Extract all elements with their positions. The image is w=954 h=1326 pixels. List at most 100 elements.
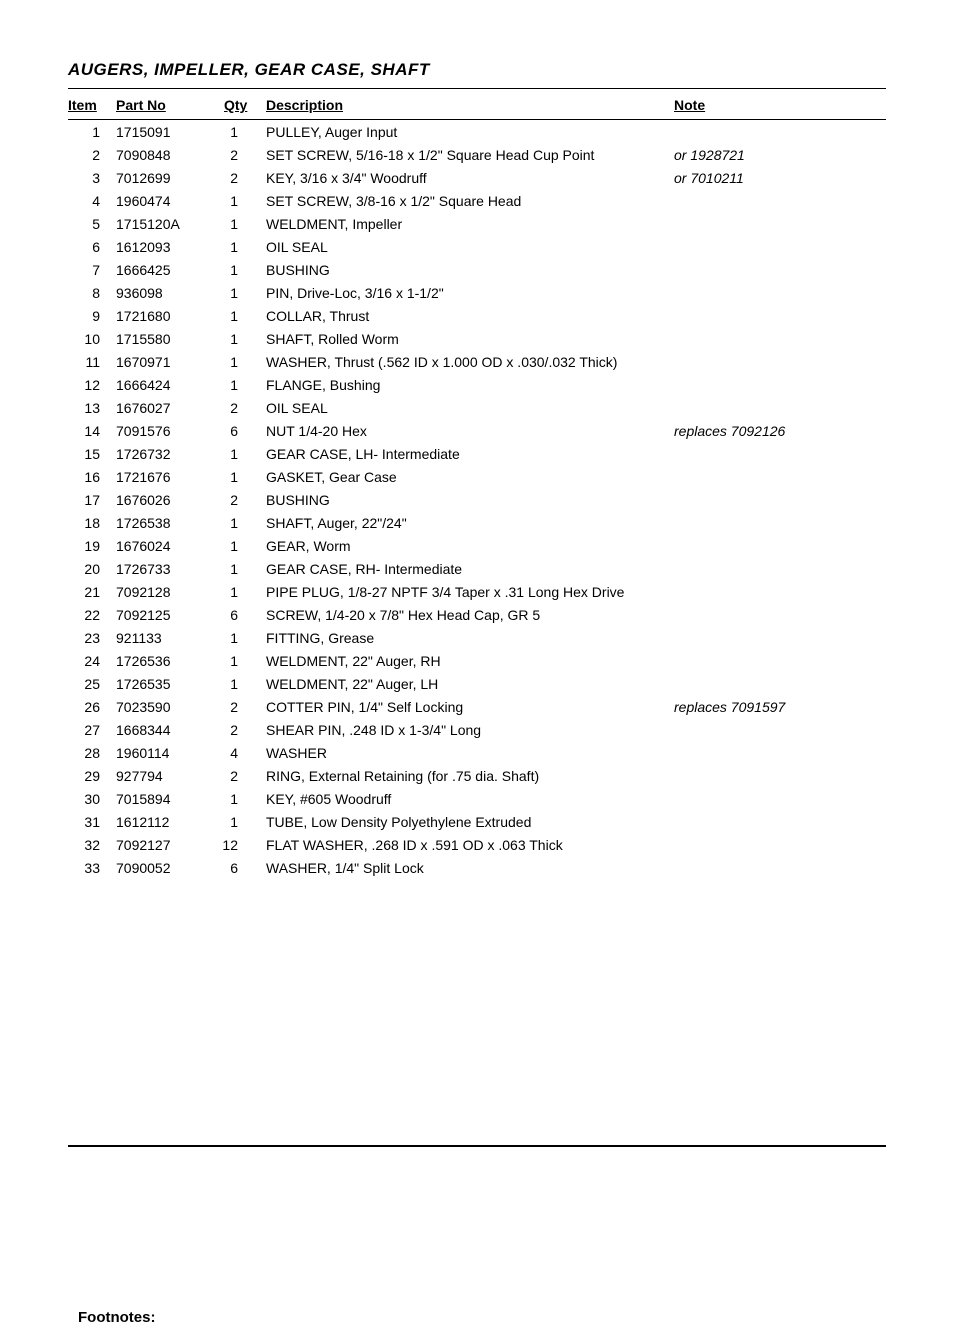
table-row: 1116709711WASHER, Thrust (.562 ID x 1.00… (68, 350, 886, 373)
cell-item: 24 (68, 649, 116, 672)
cell-partno: 1721676 (116, 465, 216, 488)
cell-note (674, 235, 886, 258)
cell-item: 31 (68, 810, 116, 833)
cell-qty: 2 (216, 143, 266, 166)
cell-note (674, 212, 886, 235)
cell-description: GEAR CASE, LH- Intermediate (266, 442, 674, 465)
cell-note (674, 488, 886, 511)
cell-partno: 1960474 (116, 189, 216, 212)
table-row: 51715120A1WELDMENT, Impeller (68, 212, 886, 235)
table-row: 3370900526WASHER, 1/4" Split Lock (68, 856, 886, 879)
table-body: 117150911PULLEY, Auger Input270908482SET… (68, 120, 886, 880)
cell-partno: 7092127 (116, 833, 216, 856)
cell-description: PIPE PLUG, 1/8-27 NPTF 3/4 Taper x .31 L… (266, 580, 674, 603)
cell-partno: 1612093 (116, 235, 216, 258)
cell-item: 27 (68, 718, 116, 741)
cell-note: replaces 7091597 (674, 695, 886, 718)
cell-qty: 1 (216, 557, 266, 580)
header-rule (68, 88, 886, 89)
table-row: 2417265361WELDMENT, 22" Auger, RH (68, 649, 886, 672)
cell-item: 23 (68, 626, 116, 649)
cell-note (674, 327, 886, 350)
cell-note (674, 557, 886, 580)
cell-note: or 7010211 (674, 166, 886, 189)
cell-partno: 7015894 (116, 787, 216, 810)
table-row: 917216801COLLAR, Thrust (68, 304, 886, 327)
cell-item: 9 (68, 304, 116, 327)
cell-item: 5 (68, 212, 116, 235)
cell-note (674, 580, 886, 603)
table-row: 3116121121TUBE, Low Density Polyethylene… (68, 810, 886, 833)
cell-partno: 7090052 (116, 856, 216, 879)
cell-note (674, 718, 886, 741)
table-row: 2716683442SHEAR PIN, .248 ID x 1-3/4" Lo… (68, 718, 886, 741)
cell-partno: 1676024 (116, 534, 216, 557)
table-row: 1216664241FLANGE, Bushing (68, 373, 886, 396)
cell-qty: 2 (216, 718, 266, 741)
cell-partno: 1715580 (116, 327, 216, 350)
cell-partno: 927794 (116, 764, 216, 787)
cell-partno: 1726538 (116, 511, 216, 534)
cell-description: SET SCREW, 5/16-18 x 1/2" Square Head Cu… (266, 143, 674, 166)
cell-qty: 6 (216, 856, 266, 879)
cell-item: 20 (68, 557, 116, 580)
table-row: 299277942RING, External Retaining (for .… (68, 764, 886, 787)
cell-qty: 4 (216, 741, 266, 764)
cell-description: WASHER, Thrust (.562 ID x 1.000 OD x .03… (266, 350, 674, 373)
header-note: Note (674, 93, 886, 120)
cell-item: 17 (68, 488, 116, 511)
footnotes-label: Footnotes: (78, 1309, 886, 1326)
cell-item: 25 (68, 672, 116, 695)
cell-item: 11 (68, 350, 116, 373)
cell-item: 13 (68, 396, 116, 419)
cell-note (674, 373, 886, 396)
cell-qty: 1 (216, 304, 266, 327)
cell-partno: 7023590 (116, 695, 216, 718)
cell-item: 21 (68, 580, 116, 603)
cell-qty: 1 (216, 465, 266, 488)
cell-item: 33 (68, 856, 116, 879)
cell-description: BUSHING (266, 258, 674, 281)
cell-partno: 1612112 (116, 810, 216, 833)
cell-qty: 1 (216, 258, 266, 281)
cell-description: GASKET, Gear Case (266, 465, 674, 488)
cell-item: 26 (68, 695, 116, 718)
cell-item: 3 (68, 166, 116, 189)
cell-qty: 1 (216, 672, 266, 695)
cell-note (674, 120, 886, 144)
cell-description: WELDMENT, 22" Auger, LH (266, 672, 674, 695)
table-row: 2670235902COTTER PIN, 1/4" Self Lockingr… (68, 695, 886, 718)
cell-note (674, 764, 886, 787)
cell-note: or 1928721 (674, 143, 886, 166)
cell-item: 14 (68, 419, 116, 442)
cell-item: 19 (68, 534, 116, 557)
cell-item: 8 (68, 281, 116, 304)
cell-qty: 1 (216, 235, 266, 258)
table-row: 2517265351WELDMENT, 22" Auger, LH (68, 672, 886, 695)
table-row: 1716760262BUSHING (68, 488, 886, 511)
cell-item: 10 (68, 327, 116, 350)
cell-item: 12 (68, 373, 116, 396)
cell-description: WASHER, 1/4" Split Lock (266, 856, 674, 879)
cell-item: 1 (68, 120, 116, 144)
cell-partno: 1715120A (116, 212, 216, 235)
cell-partno: 1676027 (116, 396, 216, 419)
cell-item: 2 (68, 143, 116, 166)
cell-qty: 1 (216, 810, 266, 833)
cell-note (674, 258, 886, 281)
table-header-row: Item Part No Qty Description Note (68, 93, 886, 120)
cell-description: RING, External Retaining (for .75 dia. S… (266, 764, 674, 787)
cell-description: KEY, #605 Woodruff (266, 787, 674, 810)
table-row: 2819601144WASHER (68, 741, 886, 764)
cell-qty: 1 (216, 649, 266, 672)
cell-description: OIL SEAL (266, 235, 674, 258)
cell-description: FLAT WASHER, .268 ID x .591 OD x .063 Th… (266, 833, 674, 856)
cell-qty: 1 (216, 626, 266, 649)
table-row: 2270921256SCREW, 1/4-20 x 7/8" Hex Head … (68, 603, 886, 626)
cell-qty: 2 (216, 166, 266, 189)
cell-item: 29 (68, 764, 116, 787)
table-row: 370126992KEY, 3/16 x 3/4" Woodruffor 701… (68, 166, 886, 189)
cell-note (674, 626, 886, 649)
cell-note (674, 511, 886, 534)
cell-note (674, 741, 886, 764)
